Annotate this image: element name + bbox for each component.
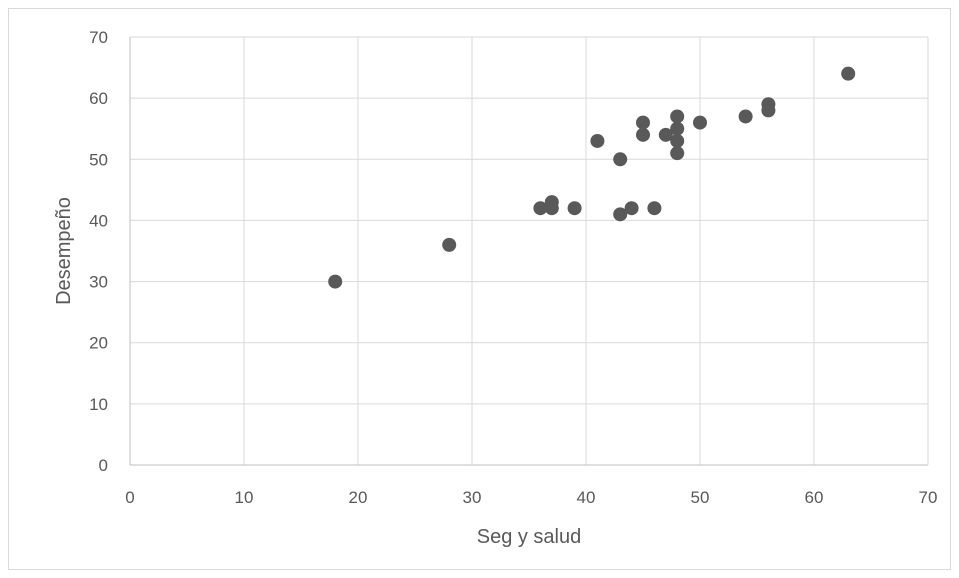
data-point (328, 274, 343, 289)
x-tick-label: 40 (577, 488, 596, 507)
x-tick-label: 70 (919, 488, 938, 507)
data-points (328, 66, 856, 289)
chart-frame (8, 8, 951, 570)
data-point (624, 201, 639, 216)
data-point (647, 201, 662, 216)
data-point (738, 109, 753, 124)
y-tick-label: 60 (89, 89, 108, 108)
data-point (636, 127, 650, 142)
data-point (841, 66, 856, 81)
x-tick-label: 60 (805, 488, 824, 507)
data-point (761, 103, 776, 118)
x-tick-label: 20 (349, 488, 368, 507)
data-point (670, 133, 685, 148)
y-tick-label: 0 (99, 456, 108, 475)
y-tick-label: 10 (89, 395, 108, 414)
data-point (613, 152, 628, 167)
x-tick-label: 10 (235, 488, 254, 507)
x-tick-label: 0 (125, 488, 134, 507)
tick-labels: 0 10 20 30 40 50 60 70 0 10 20 30 40 50 60 70 (89, 28, 937, 507)
data-point (658, 127, 673, 142)
y-tick-label: 70 (89, 28, 108, 47)
data-point (590, 133, 605, 148)
data-point (544, 201, 559, 216)
data-point (670, 109, 685, 124)
x-tick-label: 30 (463, 488, 482, 507)
axes (129, 37, 928, 466)
gridlines (130, 36, 929, 465)
data-point (567, 201, 582, 216)
data-point (442, 237, 457, 252)
x-tick-label: 50 (691, 488, 710, 507)
x-axis-title: Seg y salud (477, 526, 582, 548)
data-point (670, 121, 685, 136)
data-point (693, 115, 707, 130)
y-axis-title: Desempeño (53, 197, 75, 305)
y-tick-label: 40 (89, 211, 108, 230)
data-point (533, 201, 548, 216)
data-point (613, 207, 628, 222)
y-tick-label: 30 (89, 273, 108, 292)
y-tick-label: 20 (89, 334, 108, 353)
y-tick-label: 50 (89, 150, 108, 169)
data-point (670, 146, 685, 161)
data-point (636, 115, 650, 130)
